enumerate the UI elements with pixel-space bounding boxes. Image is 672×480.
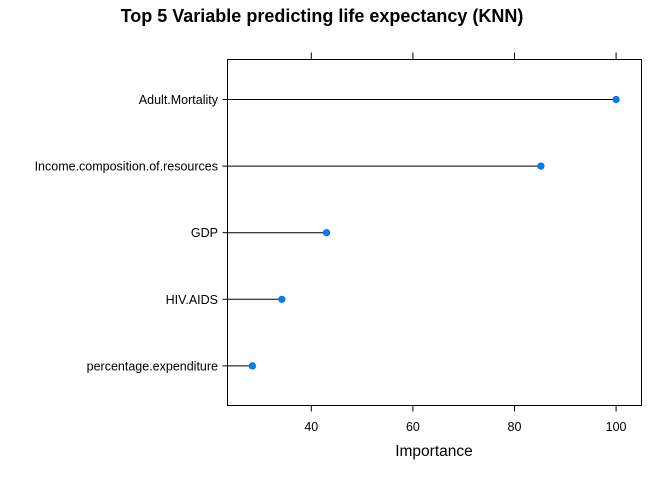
category-label: Adult.Mortality — [139, 93, 219, 107]
data-point — [278, 295, 286, 303]
x-tick-label: 80 — [508, 420, 522, 434]
axis-ticks: Adult.Mortality Income.composition.of.res… — [35, 52, 627, 434]
data-point — [322, 229, 331, 237]
x-axis-label: Importance — [395, 443, 473, 460]
x-tick-label: 40 — [304, 420, 318, 434]
category-label: GDP — [191, 226, 218, 240]
chart-marks — [227, 95, 620, 370]
data-point — [537, 162, 545, 170]
x-tick-label: 100 — [606, 420, 627, 434]
category-label: percentage.expenditure — [87, 359, 218, 373]
x-tick-label: 60 — [406, 420, 420, 434]
data-point — [612, 95, 620, 104]
category-label: Income.composition.of.resources — [35, 160, 218, 174]
category-label: HIV.AIDS — [166, 293, 218, 307]
chart-title: Top 5 Variable predicting life expectanc… — [121, 6, 524, 26]
data-point — [248, 362, 256, 370]
